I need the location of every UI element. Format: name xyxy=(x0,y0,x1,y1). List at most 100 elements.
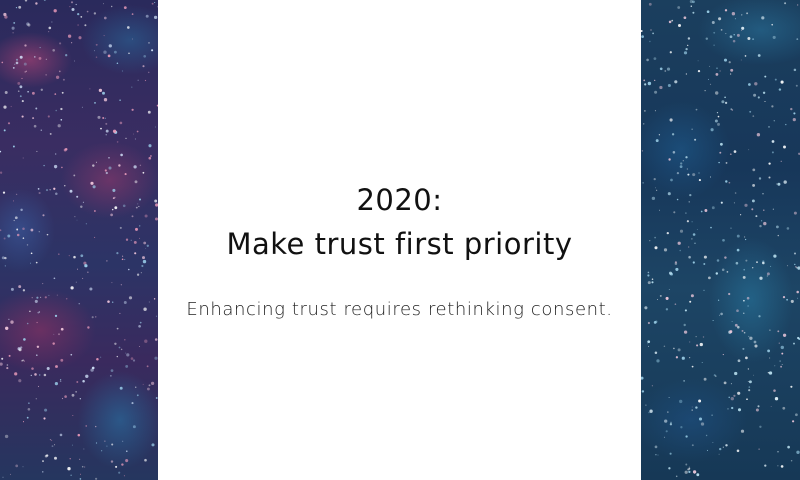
sparkle-dot xyxy=(104,117,106,119)
sparkle-dot xyxy=(751,208,754,211)
sparkle-dot xyxy=(87,271,89,273)
sparkle-dot xyxy=(684,470,688,474)
sparkle-dot xyxy=(733,202,735,204)
sparkle-dot xyxy=(780,465,784,468)
sparkle-dot xyxy=(685,435,688,438)
sparkle-dot xyxy=(144,79,147,82)
sparkle-dot xyxy=(85,425,87,427)
sparkle-dot xyxy=(0,229,2,232)
sparkle-dot xyxy=(45,189,49,192)
sparkle-dot xyxy=(131,86,133,88)
sparkle-dot xyxy=(651,278,654,280)
sparkle-dot xyxy=(742,347,745,350)
sparkle-dot xyxy=(0,150,2,153)
sparkle-dot xyxy=(70,1,74,4)
sparkle-dot xyxy=(641,376,644,380)
sparkle-dot xyxy=(723,381,727,385)
sparkle-dot xyxy=(85,223,88,225)
sparkle-dot xyxy=(698,172,700,174)
sparkle-dot xyxy=(688,201,690,203)
sparkle-dot xyxy=(796,38,799,41)
sparkle-dot xyxy=(143,307,147,311)
sparkle-dot xyxy=(695,108,698,111)
sparkle-dot xyxy=(641,390,645,393)
sparkle-dot xyxy=(655,139,659,143)
sparkle-dot xyxy=(740,59,742,61)
sparkle-dot xyxy=(1,357,4,360)
sparkle-dot xyxy=(696,473,700,477)
sparkle-dot xyxy=(28,402,30,404)
sparkle-dot xyxy=(95,43,98,46)
sparkle-dot xyxy=(119,99,121,102)
sparkle-dot xyxy=(4,91,8,94)
sparkle-dot xyxy=(722,238,725,242)
sparkle-dot xyxy=(103,35,105,37)
sparkle-dot xyxy=(105,134,107,136)
sparkle-dot xyxy=(23,338,26,341)
sparkle-dot xyxy=(793,112,796,115)
sparkle-dot xyxy=(679,229,684,233)
sparkle-dot xyxy=(92,185,96,189)
sparkle-dot xyxy=(151,49,154,52)
sparkle-dot xyxy=(777,234,779,237)
sparkle-dot xyxy=(128,268,130,271)
sparkle-dot xyxy=(70,42,73,44)
sparkle-dot xyxy=(138,324,141,328)
sparkle-dot xyxy=(790,385,793,388)
sparkle-dot xyxy=(711,21,715,24)
sparkle-dot xyxy=(770,265,772,267)
sparkle-dot xyxy=(665,430,668,433)
sparkle-dot xyxy=(752,168,756,172)
sparkle-dot xyxy=(53,333,55,335)
sparkle-dot xyxy=(752,115,755,117)
sparkle-dot xyxy=(744,238,747,241)
sparkle-dot xyxy=(726,271,729,273)
sparkle-dot xyxy=(154,126,156,128)
sparkle-dot xyxy=(58,253,60,255)
sparkle-dot xyxy=(652,32,654,35)
sparkle-dot xyxy=(654,351,658,355)
sparkle-dot xyxy=(686,168,689,170)
sparkle-dot xyxy=(727,408,729,410)
sparkle-dot xyxy=(766,272,770,276)
sparkle-dot xyxy=(664,419,668,423)
sparkle-dot xyxy=(715,91,719,95)
sparkle-dot xyxy=(121,463,124,466)
sparkle-dot xyxy=(112,197,115,200)
sparkle-dot xyxy=(760,220,763,222)
sparkle-dot xyxy=(84,466,86,468)
sparkle-dot xyxy=(51,21,53,23)
sparkle-dot xyxy=(137,203,139,205)
sparkle-dot xyxy=(719,447,722,451)
sparkle-dot xyxy=(94,236,96,238)
sparkle-dot xyxy=(681,356,685,360)
sparkle-dot xyxy=(3,12,7,17)
sparkle-dot xyxy=(756,261,758,263)
sparkle-dot xyxy=(793,342,795,345)
sparkle-dot xyxy=(73,174,76,177)
sparkle-dot xyxy=(718,453,720,455)
sparkle-dot xyxy=(121,258,124,261)
sparkle-dot xyxy=(736,33,740,37)
sparkle-dot xyxy=(15,61,19,65)
sparkle-dot xyxy=(666,67,671,71)
sparkle-dot xyxy=(37,385,40,388)
sparkle-dot xyxy=(26,22,30,26)
sparkle-dot xyxy=(87,326,90,329)
sparkle-dot xyxy=(23,62,27,66)
sparkle-dot xyxy=(43,373,47,377)
sparkle-dot xyxy=(743,268,745,271)
sparkle-dot xyxy=(747,305,749,307)
sparkle-dot xyxy=(92,164,95,167)
sparkle-dot xyxy=(18,379,22,383)
right-texture-image xyxy=(641,0,800,480)
sparkle-dot xyxy=(110,369,114,372)
sparkle-dot xyxy=(721,268,725,272)
sparkle-dot xyxy=(771,105,774,108)
sparkle-dot xyxy=(796,290,799,294)
sparkle-dot xyxy=(128,52,130,55)
sparkle-dot xyxy=(95,442,98,444)
sparkle-dot xyxy=(716,67,718,70)
sparkle-dot xyxy=(36,321,38,324)
sparkle-dot xyxy=(114,206,118,210)
